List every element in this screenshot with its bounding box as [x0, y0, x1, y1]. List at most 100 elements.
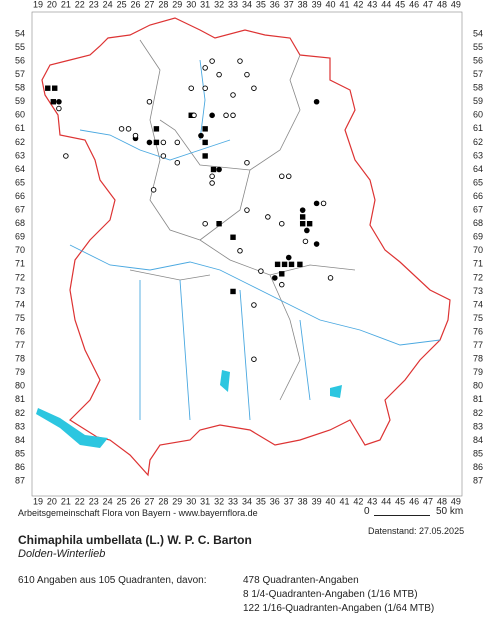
column-label: 42: [353, 0, 363, 9]
row-label: 77: [15, 340, 25, 350]
row-label: 57: [15, 69, 25, 79]
column-label: 25: [117, 496, 127, 506]
column-label: 33: [228, 496, 238, 506]
column-label: 43: [367, 496, 377, 506]
map-frame: [31, 11, 463, 497]
column-label: 49: [451, 496, 461, 506]
record-circle: [191, 112, 197, 119]
column-label: 43: [367, 0, 377, 9]
row-label: 77: [473, 340, 483, 350]
column-label: 36: [270, 496, 280, 506]
record-square: [202, 126, 208, 132]
record-circle: [230, 92, 236, 98]
record-circle: [56, 105, 62, 112]
column-label: 22: [75, 0, 85, 9]
record-circle: [160, 153, 167, 159]
column-label: 29: [172, 496, 182, 506]
column-label: 20: [47, 496, 57, 506]
credit: Arbeitsgemeinschaft Flora von Bayern - w…: [18, 508, 258, 518]
row-label: 60: [15, 110, 25, 120]
record-circle: [320, 200, 327, 207]
record-square: [297, 261, 303, 268]
row-label: 75: [473, 313, 483, 323]
row-label: 62: [473, 137, 483, 147]
record-circle: [146, 98, 153, 105]
record-square: [279, 271, 285, 277]
record-circle: [285, 173, 292, 180]
row-label: 61: [15, 123, 25, 133]
record-circle: [209, 180, 215, 186]
row-label: 80: [15, 381, 25, 391]
column-label: 41: [339, 496, 349, 506]
column-label: 40: [326, 496, 336, 506]
row-label: 84: [473, 435, 483, 445]
row-label: 60: [473, 110, 483, 120]
row-label: 65: [15, 177, 25, 187]
record-circle: [244, 207, 250, 213]
column-label: 36: [270, 0, 280, 9]
row-label: 56: [473, 55, 483, 65]
column-label: 47: [423, 0, 433, 9]
column-label: 45: [395, 496, 405, 506]
record-square: [52, 85, 58, 91]
record-square: [188, 112, 194, 118]
date: Datenstand: 27.05.2025: [368, 526, 465, 536]
column-label: 27: [144, 496, 154, 506]
record-square: [230, 288, 236, 295]
record-circle: [202, 220, 208, 227]
district-border: [129, 39, 356, 401]
row-label: 69: [15, 232, 25, 242]
row-label: 67: [473, 205, 483, 215]
row-label: 54: [15, 28, 25, 38]
record-square: [306, 221, 313, 227]
record-square: [202, 139, 208, 146]
row-label: 78: [473, 354, 483, 364]
record-circle: [150, 187, 157, 193]
record-circle: [237, 248, 243, 254]
record-circle: [63, 153, 69, 159]
record-square: [230, 234, 236, 240]
record-circle: [251, 85, 257, 91]
scale-start: 0: [364, 506, 370, 517]
row-label: 87: [15, 476, 25, 486]
column-label: 30: [186, 496, 196, 506]
row-label: 74: [473, 299, 483, 309]
row-label: 81: [15, 394, 25, 404]
column-label: 30: [186, 0, 196, 9]
record-dot: [272, 275, 278, 281]
row-label: 81: [473, 394, 483, 404]
record-circle: [202, 85, 208, 91]
record-square: [288, 261, 295, 268]
row-label: 80: [473, 381, 483, 391]
column-label: 22: [75, 496, 85, 506]
row-label: 58: [15, 83, 25, 93]
record-dot: [299, 207, 306, 213]
record-dot: [304, 227, 310, 234]
record-circle: [209, 173, 215, 180]
row-label: 85: [473, 448, 483, 458]
row-label: 76: [473, 326, 483, 336]
record-dot: [285, 254, 292, 261]
column-label: 48: [437, 0, 447, 9]
record-square: [210, 166, 217, 173]
column-label: 32: [214, 496, 224, 506]
record-circle: [265, 214, 271, 220]
column-label: 24: [103, 0, 113, 9]
record-circle: [174, 139, 181, 146]
column-label: 47: [423, 496, 433, 506]
row-label: 82: [473, 408, 483, 418]
column-label: 31: [200, 0, 210, 9]
row-label: 68: [15, 218, 25, 228]
row-label: 83: [473, 421, 483, 431]
column-label: 21: [61, 496, 71, 506]
scale-bar: [374, 515, 430, 516]
map: 1919202021212222232324242525262627272828…: [15, 0, 483, 506]
row-label: 63: [15, 150, 25, 160]
count: 478 Quadranten-Angaben: [243, 575, 359, 586]
row-label: 68: [473, 218, 483, 228]
column-label: 39: [312, 496, 322, 506]
column-label: 27: [144, 0, 154, 9]
column-label: 42: [353, 496, 363, 506]
record-square: [153, 139, 160, 146]
record-dot: [313, 241, 320, 247]
